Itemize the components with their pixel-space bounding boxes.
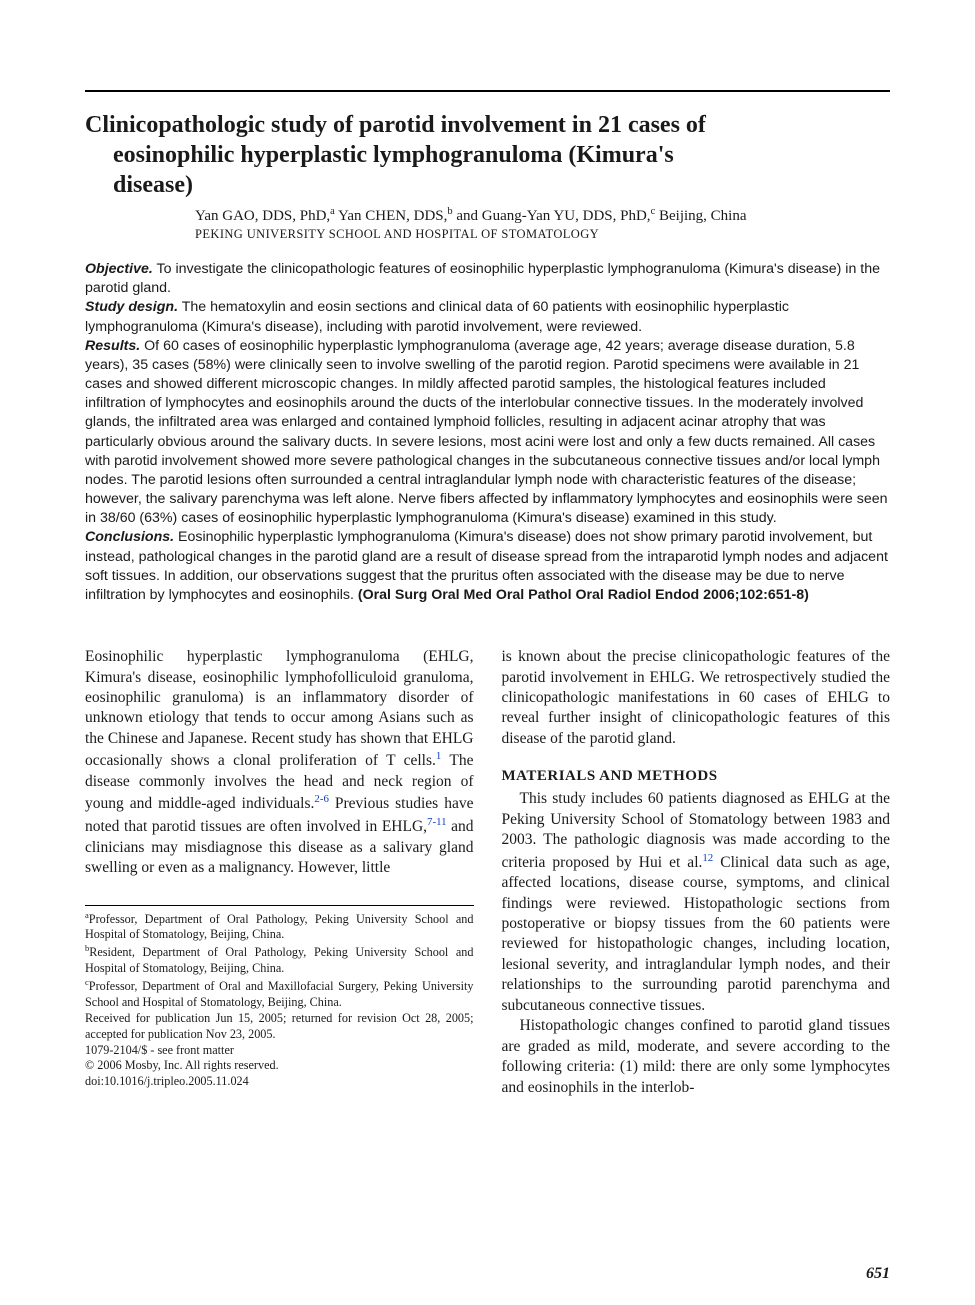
intro-paragraph: Eosinophilic hyperplastic lymphogranulom…: [85, 647, 474, 878]
footnote-a: aProfessor, Department of Oral Pathology…: [85, 910, 474, 944]
abstract-design: The hematoxylin and eosin sections and c…: [85, 299, 789, 334]
title-line-2: eosinophilic hyperplastic lymphogranulom…: [85, 140, 890, 170]
intro-continued: is known about the precise clinicopathol…: [502, 647, 891, 749]
right-column: is known about the precise clinicopathol…: [502, 647, 891, 1098]
authors-block: Yan GAO, DDS, PhD,a Yan CHEN, DDS,b and …: [85, 206, 890, 242]
footnote-issn: 1079-2104/$ - see front matter: [85, 1043, 474, 1059]
body-columns: Eosinophilic hyperplastic lymphogranulom…: [85, 647, 890, 1098]
abstract-results: Of 60 cases of eosinophilic hyperplastic…: [85, 338, 888, 527]
methods-p2: Histopathologic changes confined to paro…: [502, 1016, 891, 1098]
abstract-objective: To investigate the clinicopathologic fea…: [85, 261, 880, 296]
authors: Yan GAO, DDS, PhD,a Yan CHEN, DDS,b and …: [195, 206, 890, 225]
abstract-objective-label: Objective.: [85, 261, 153, 277]
affiliation: PEKING UNIVERSITY SCHOOL AND HOSPITAL OF…: [195, 227, 890, 242]
abstract-results-label: Results.: [85, 338, 140, 354]
page-number: 651: [866, 1265, 890, 1283]
abstract-design-label: Study design.: [85, 299, 178, 315]
left-column: Eosinophilic hyperplastic lymphogranulom…: [85, 647, 474, 1098]
footnote-received: Received for publication Jun 15, 2005; r…: [85, 1011, 474, 1043]
title-line-3: disease): [85, 170, 890, 200]
methods-heading: MATERIALS AND METHODS: [502, 767, 891, 787]
title-line-1: Clinicopathologic study of parotid invol…: [85, 112, 706, 138]
abstract: Objective. To investigate the clinicopat…: [85, 260, 890, 605]
abstract-conclusions-label: Conclusions.: [85, 529, 174, 545]
footnote-copyright: © 2006 Mosby, Inc. All rights reserved.: [85, 1058, 474, 1074]
article-title: Clinicopathologic study of parotid invol…: [85, 110, 890, 200]
footnote-doi: doi:10.1016/j.tripleo.2005.11.024: [85, 1074, 474, 1090]
footnotes: aProfessor, Department of Oral Pathology…: [85, 905, 474, 1091]
footnote-b: bResident, Department of Oral Pathology,…: [85, 943, 474, 977]
footnote-c: cProfessor, Department of Oral and Maxil…: [85, 977, 474, 1011]
top-rule: [85, 90, 890, 92]
methods-p1: This study includes 60 patients diagnose…: [502, 789, 891, 1016]
abstract-citation: (Oral Surg Oral Med Oral Pathol Oral Rad…: [358, 587, 809, 603]
